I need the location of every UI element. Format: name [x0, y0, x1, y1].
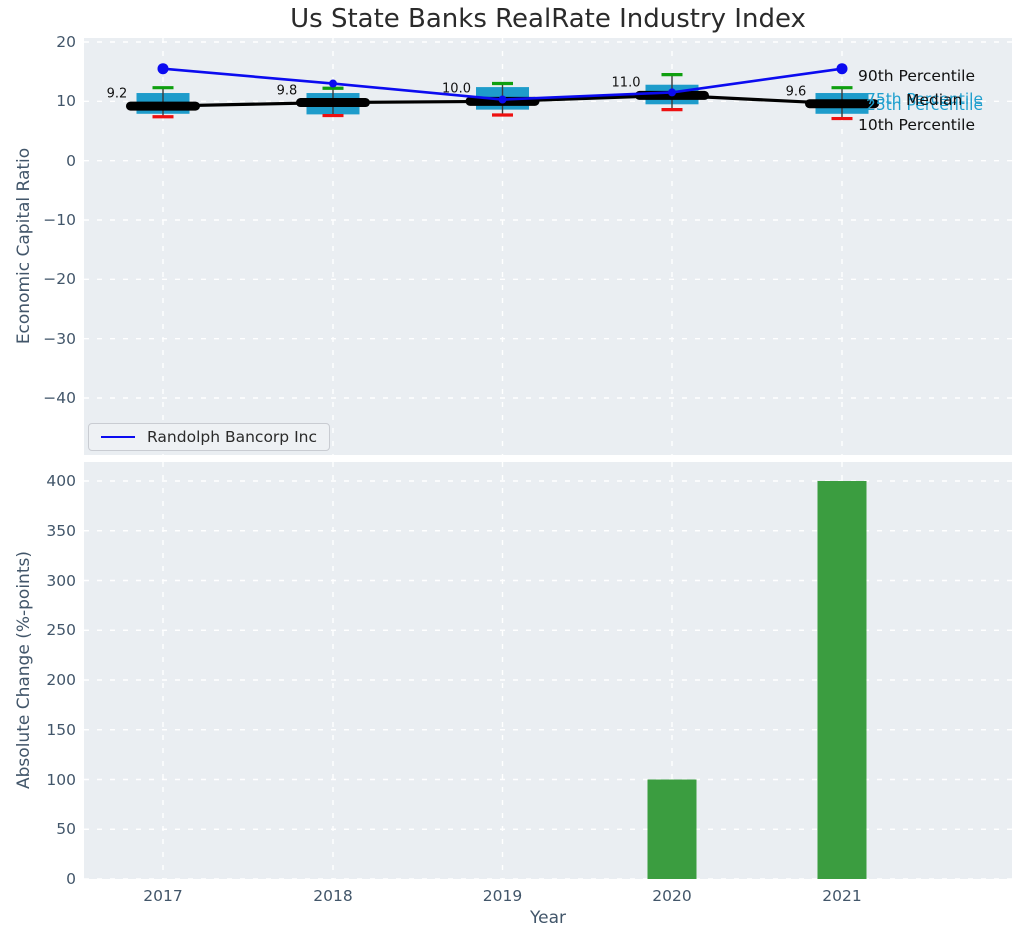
- top-ytick-20: 20: [14, 32, 76, 52]
- bar-2020: [648, 780, 697, 880]
- chart-title: Us State Banks RealRate Industry Index: [84, 4, 1012, 34]
- xtick-2019: 2019: [458, 886, 548, 906]
- median-value-2020: 11.0: [612, 76, 641, 91]
- median-value-2019: 10.0: [442, 82, 471, 97]
- top-ytick-−40: −40: [14, 388, 76, 408]
- top-plot-area: 75th Percentile 25th Percentile 90th Per…: [84, 38, 1012, 455]
- xtick-2020: 2020: [627, 886, 717, 906]
- bottom-ytick-400: 400: [14, 471, 76, 491]
- median-marker-2018: [296, 98, 370, 107]
- bottom-ytick-250: 250: [14, 620, 76, 640]
- label-90th-percentile: 90th Percentile: [858, 67, 975, 86]
- company-point-2019: [499, 96, 507, 104]
- realrate-industry-index-figure: Us State Banks RealRate Industry Index E…: [0, 0, 1019, 942]
- bottom-ytick-100: 100: [14, 770, 76, 790]
- top-ytick-0: 0: [14, 151, 76, 171]
- top-ytick-−30: −30: [14, 329, 76, 349]
- company-point-2020: [668, 88, 676, 96]
- label-10th-percentile: 10th Percentile: [858, 116, 975, 135]
- top-ytick-10: 10: [14, 91, 76, 111]
- bar-chart: [84, 462, 1012, 879]
- median-value-2018: 9.8: [277, 83, 298, 98]
- bottom-ytick-0: 0: [14, 869, 76, 889]
- bar-2021: [818, 481, 867, 879]
- bottom-ytick-50: 50: [14, 819, 76, 839]
- company-point-2017: [158, 63, 169, 74]
- top-ytick-−20: −20: [14, 269, 76, 289]
- xtick-2017: 2017: [118, 886, 208, 906]
- legend-label: Randolph Bancorp Inc: [147, 428, 317, 446]
- bottom-ytick-200: 200: [14, 670, 76, 690]
- xtick-2021: 2021: [797, 886, 887, 906]
- x-axis-label: Year: [84, 908, 1012, 928]
- legend: Randolph Bancorp Inc: [88, 423, 330, 451]
- median-marker-2017: [126, 102, 200, 111]
- bottom-ytick-350: 350: [14, 521, 76, 541]
- top-ytick-−10: −10: [14, 210, 76, 230]
- bottom-plot-area: [84, 462, 1012, 879]
- top-y-axis-label: Economic Capital Ratio: [14, 148, 34, 344]
- median-value-2021: 9.6: [786, 84, 807, 99]
- company-point-2018: [329, 80, 337, 88]
- legend-line-sample: [101, 436, 135, 438]
- xtick-2018: 2018: [288, 886, 378, 906]
- bottom-ytick-150: 150: [14, 720, 76, 740]
- median-value-2017: 9.2: [107, 87, 128, 102]
- company-point-2021: [837, 63, 848, 74]
- bottom-ytick-300: 300: [14, 571, 76, 591]
- label-median: Median: [906, 91, 962, 110]
